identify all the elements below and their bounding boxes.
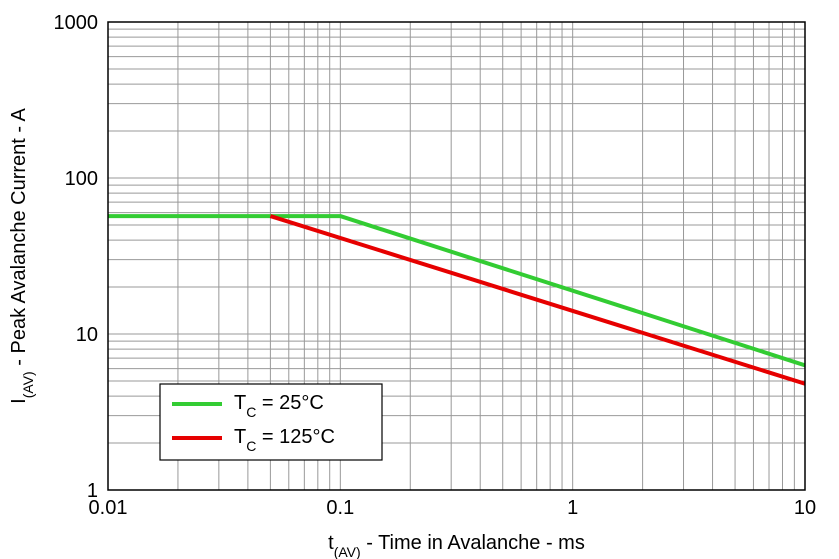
x-tick-label: 1: [567, 497, 578, 519]
y-tick-label: 100: [65, 168, 98, 190]
y-tick-label: 10: [76, 324, 98, 346]
x-tick-label: 0.1: [326, 497, 354, 519]
x-tick-label: 10: [794, 497, 816, 519]
avalanche-chart: 0.010.11101101001000t(AV) - Time in Aval…: [0, 0, 839, 559]
chart-container: 0.010.11101101001000t(AV) - Time in Aval…: [0, 0, 839, 559]
y-tick-label: 1: [87, 480, 98, 502]
y-tick-label: 1000: [54, 12, 99, 34]
legend: TC = 25°CTC = 125°C: [160, 384, 382, 460]
